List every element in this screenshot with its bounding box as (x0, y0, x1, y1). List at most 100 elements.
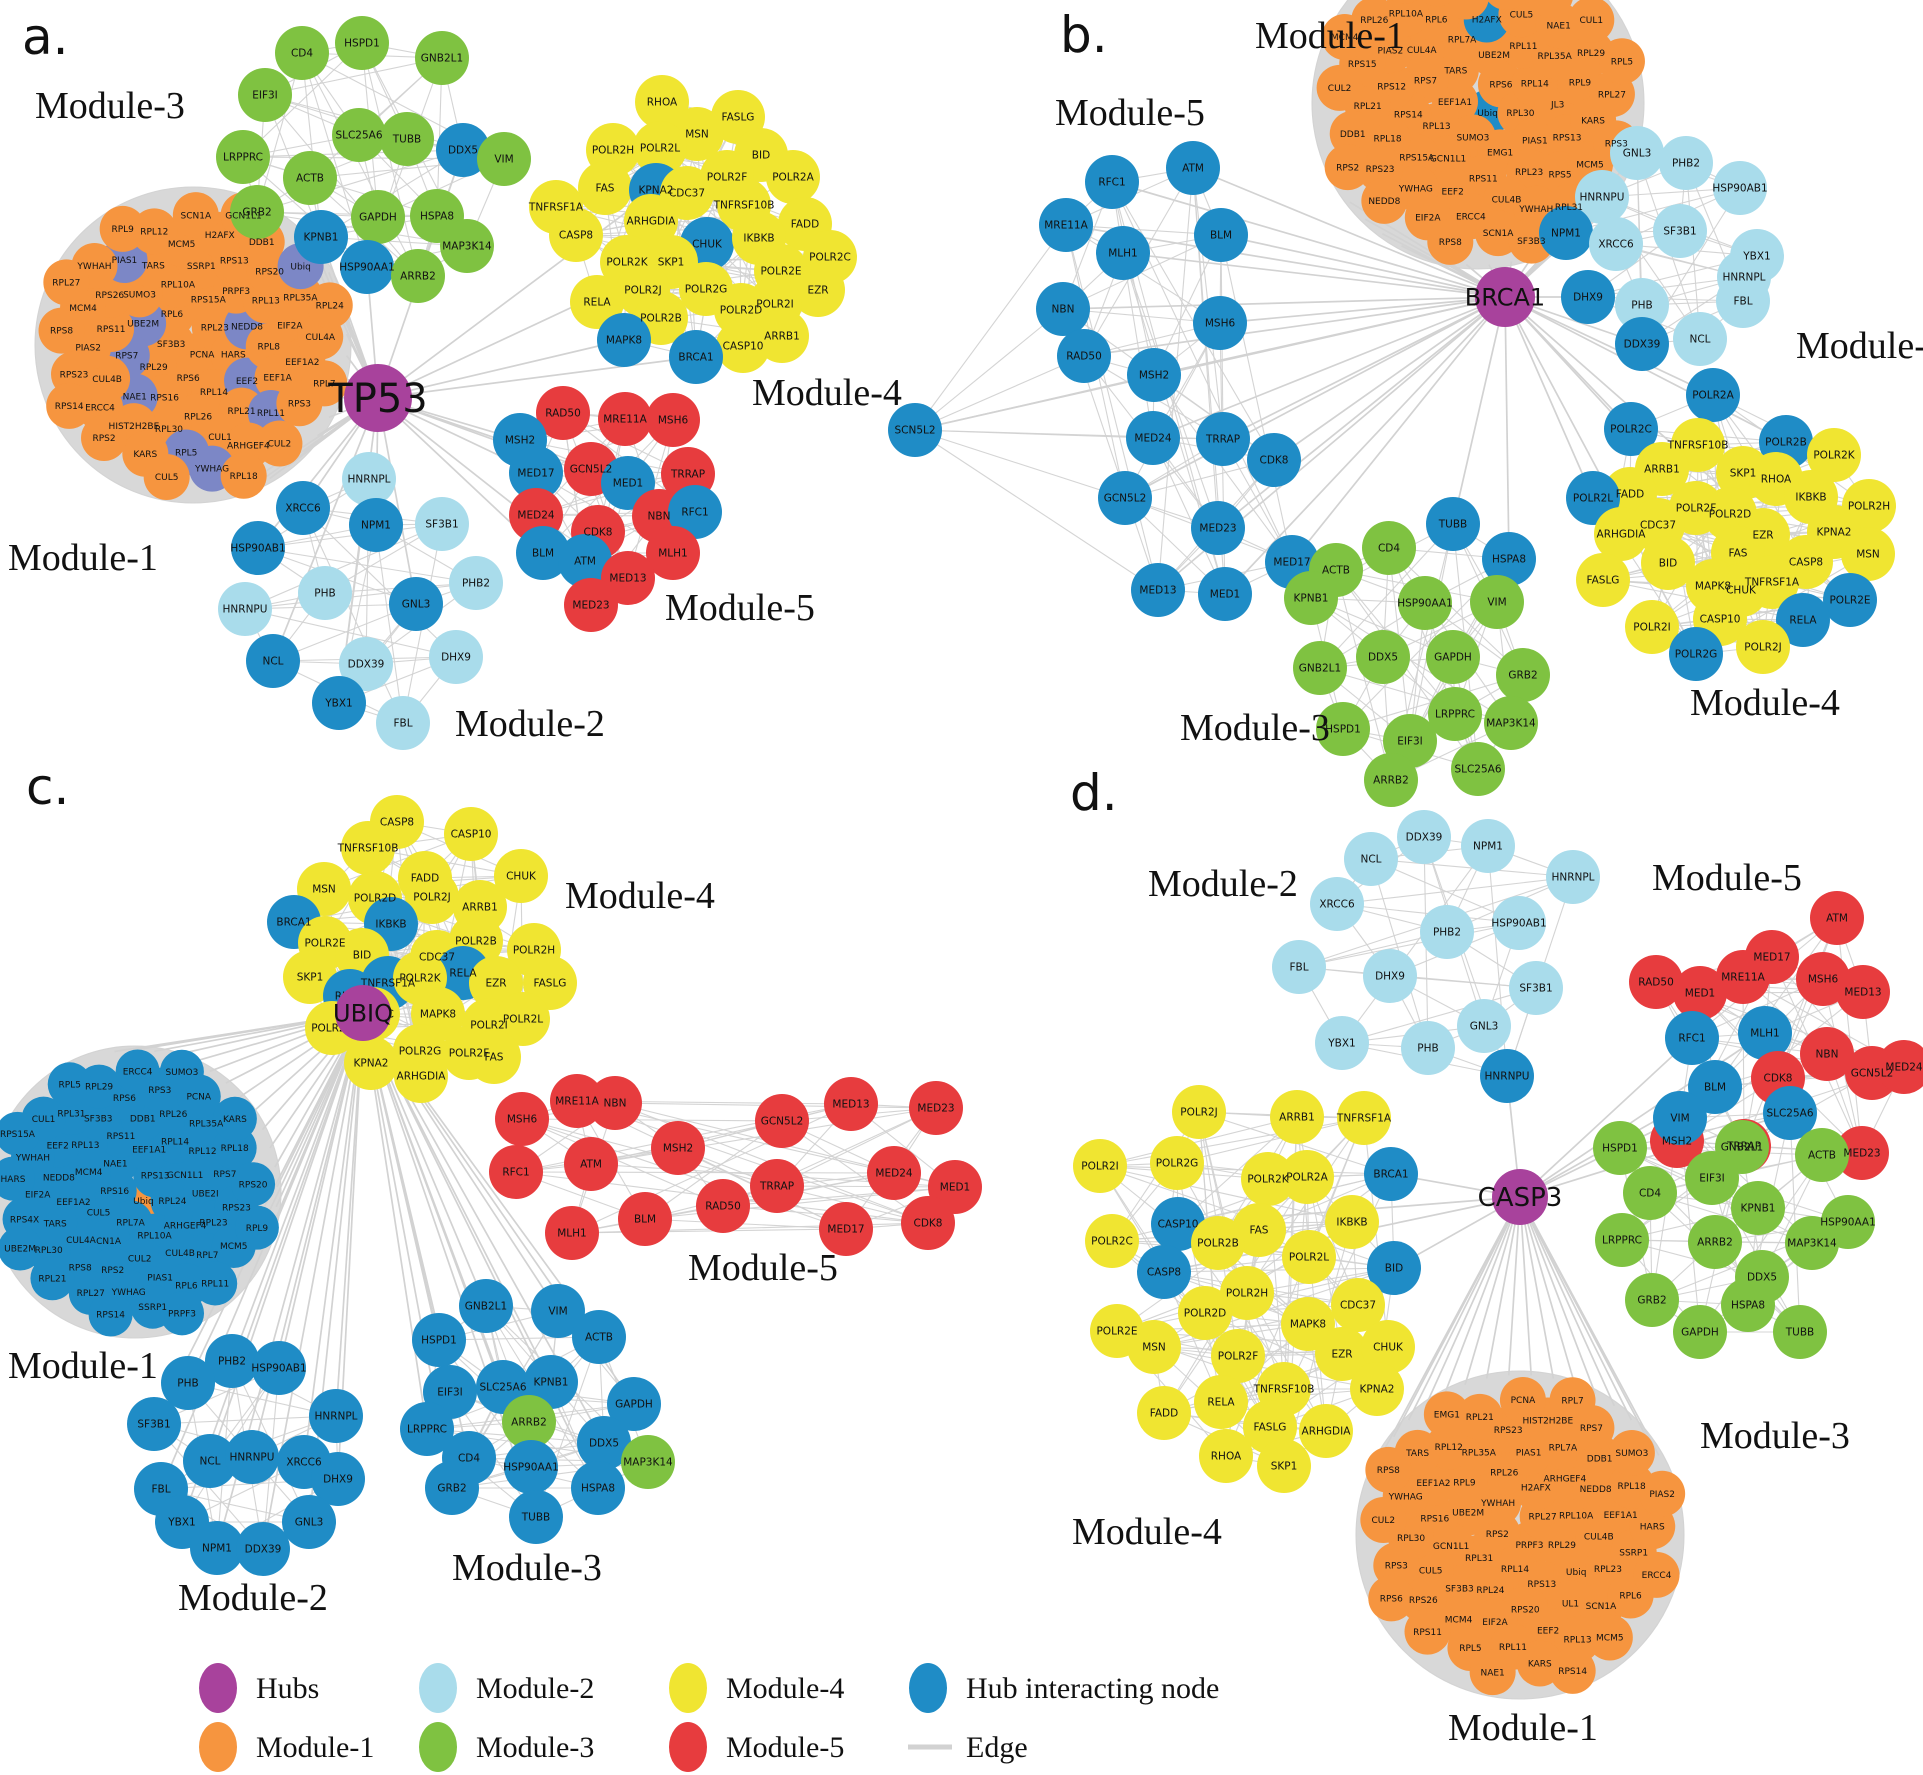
node-NPM1[interactable] (1539, 206, 1593, 260)
node-RPL27[interactable] (43, 259, 90, 306)
node-DDX5[interactable] (436, 123, 490, 177)
node-GAPDH[interactable] (607, 1377, 661, 1431)
node-HSPD1[interactable] (1316, 702, 1370, 756)
node-HNRNPL[interactable] (1546, 850, 1600, 904)
node-RPS2[interactable] (1324, 144, 1371, 191)
node-RPS2[interactable] (81, 414, 128, 461)
node-BLM[interactable] (1194, 208, 1248, 262)
node-RFC1[interactable] (489, 1145, 543, 1199)
node-SF3B1[interactable] (415, 497, 469, 551)
node-KPNB1[interactable] (1284, 571, 1338, 625)
node-HSP90AB1[interactable] (1492, 896, 1546, 950)
node-FAS[interactable] (1232, 1203, 1286, 1257)
node-ARHGDIA[interactable] (624, 194, 678, 248)
node-ARRB2[interactable] (502, 1395, 556, 1449)
node-POLR2L[interactable] (496, 992, 550, 1046)
node-NPM1[interactable] (1461, 819, 1515, 873)
node-HSP90AA1[interactable] (1821, 1195, 1875, 1249)
node-CHUK[interactable] (1361, 1320, 1415, 1374)
node-CHUK[interactable] (494, 849, 548, 903)
node-MRE11A[interactable] (1716, 950, 1770, 1004)
node-LRPPRC[interactable] (216, 130, 270, 184)
node-YBX1[interactable] (312, 676, 366, 730)
node-SCN5L2[interactable] (888, 403, 942, 457)
node-ARRB2[interactable] (1364, 753, 1418, 807)
node-GCN5L2[interactable] (755, 1094, 809, 1148)
node-MED24[interactable] (867, 1146, 921, 1200)
node-TNFRSF10B[interactable] (341, 821, 395, 875)
node-CASP8[interactable] (549, 208, 603, 262)
node-PHB[interactable] (1615, 278, 1669, 332)
node-HNRNPU[interactable] (1480, 1049, 1534, 1103)
node-KPNA2[interactable] (344, 1036, 398, 1090)
node-GRB2[interactable] (425, 1461, 479, 1515)
node-CUL2[interactable] (256, 420, 303, 467)
node-BID[interactable] (1367, 1241, 1421, 1295)
node-SF3B1[interactable] (1509, 961, 1563, 1015)
node-POLR2G[interactable] (1150, 1136, 1204, 1190)
node-RPL24[interactable] (306, 282, 353, 329)
node-NAE1[interactable] (1469, 1649, 1516, 1696)
node-VIM[interactable] (1470, 575, 1524, 629)
hub-node-TP53[interactable] (344, 364, 412, 432)
node-KPNB1[interactable] (1731, 1181, 1785, 1235)
node-ERCC4[interactable] (1633, 1551, 1680, 1598)
node-KPNB1[interactable] (294, 210, 348, 264)
node-RAD50[interactable] (1629, 955, 1683, 1009)
node-CASP10[interactable] (716, 319, 770, 373)
node-FASLG[interactable] (1576, 553, 1630, 607)
node-GNL3[interactable] (389, 577, 443, 631)
node-POLR2J[interactable] (405, 870, 459, 924)
node-HSPD1[interactable] (335, 16, 389, 70)
node-DHX9[interactable] (1363, 949, 1417, 1003)
node-MLH1[interactable] (1738, 1006, 1792, 1060)
node-POLR2I[interactable] (1073, 1139, 1127, 1193)
node-HSP90AB1[interactable] (231, 521, 285, 575)
node-IKBKB[interactable] (1325, 1195, 1379, 1249)
node-HNRNPU[interactable] (1575, 170, 1629, 224)
node-GNL3[interactable] (282, 1495, 336, 1549)
node-DDX39[interactable] (1397, 810, 1451, 864)
node-EIF3I[interactable] (1685, 1151, 1739, 1205)
node-KARS[interactable] (212, 1096, 257, 1141)
node-MSH6[interactable] (1193, 296, 1247, 350)
node-POLR2J[interactable] (1736, 620, 1790, 674)
node-MED1[interactable] (1673, 966, 1727, 1020)
node-POLR2L[interactable] (633, 121, 687, 175)
node-SLC25A6[interactable] (1763, 1086, 1817, 1140)
node-HSP90AA1[interactable] (504, 1440, 558, 1494)
node-CASP10[interactable] (444, 807, 498, 861)
node-VIM[interactable] (531, 1284, 585, 1338)
node-RAD50[interactable] (696, 1179, 750, 1233)
node-RPS8[interactable] (38, 307, 85, 354)
node-MSH2[interactable] (1127, 348, 1181, 402)
node-RPL7[interactable] (1549, 1377, 1596, 1424)
node-ARHGDIA[interactable] (1299, 1404, 1353, 1458)
node-CASP10[interactable] (1151, 1197, 1205, 1251)
node-RPL11[interactable] (193, 1261, 238, 1306)
node-CD4[interactable] (1623, 1166, 1677, 1220)
node-RPL9[interactable] (234, 1205, 279, 1250)
node-POLR2F[interactable] (1211, 1329, 1265, 1383)
node-BID[interactable] (1641, 536, 1695, 590)
node-HSP90AA1[interactable] (340, 240, 394, 294)
node-SLC25A6[interactable] (332, 108, 386, 162)
node-GRB2[interactable] (1496, 648, 1550, 702)
node-MSN[interactable] (1841, 527, 1895, 581)
node-ARRB2[interactable] (1688, 1215, 1742, 1269)
node-XRCC6[interactable] (276, 481, 330, 535)
node-SSRP1[interactable] (1527, 0, 1573, 18)
node-TUBB[interactable] (509, 1490, 563, 1544)
node-GRB2[interactable] (230, 185, 284, 239)
node-NPM1[interactable] (349, 498, 403, 552)
node-POLR2G[interactable] (1669, 627, 1723, 681)
node-NPM1[interactable] (190, 1521, 244, 1575)
node-MRE11A[interactable] (1039, 198, 1093, 252)
node-MSH6[interactable] (495, 1092, 549, 1146)
node-DHX9[interactable] (311, 1452, 365, 1506)
node-RPS20[interactable] (1414, 0, 1460, 7)
node-HSP90AB1[interactable] (1713, 161, 1767, 215)
node-GAPDH[interactable] (1426, 630, 1480, 684)
node-MLH1[interactable] (646, 526, 700, 580)
node-POLR2I[interactable] (1625, 600, 1679, 654)
